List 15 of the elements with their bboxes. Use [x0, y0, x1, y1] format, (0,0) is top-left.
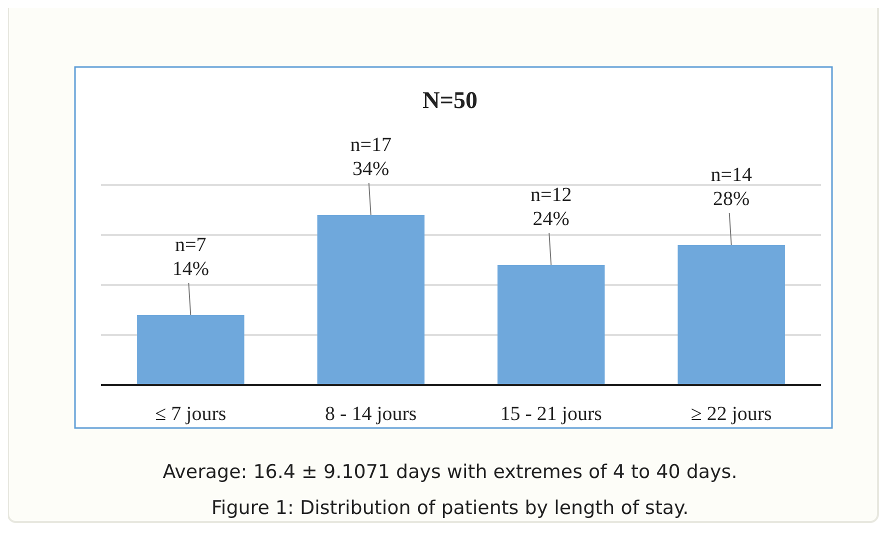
x-tick-label: 8 - 14 jours [325, 403, 417, 425]
x-tick-label: ≥ 22 jours [690, 403, 772, 425]
x-tick-label: 15 - 21 jours [500, 403, 602, 425]
text: Average: 16.4 ± 9.1071 days with extremes of 4 to 40 days. [162, 461, 738, 483]
bar [137, 315, 244, 385]
data-label: n=17 34% [350, 134, 392, 180]
x-tick-label: ≤ 7 jours [155, 403, 226, 425]
chart-title: N=50 [422, 88, 478, 114]
bar [497, 265, 605, 385]
data-label: n=7 14% [172, 234, 209, 280]
bar [678, 245, 785, 385]
data-label: n=12 24% [530, 184, 572, 230]
caption: Figure 1: Distribution of patients by length of stay. [211, 497, 689, 519]
data-label: n=14 28% [710, 164, 752, 210]
bar [317, 215, 425, 385]
